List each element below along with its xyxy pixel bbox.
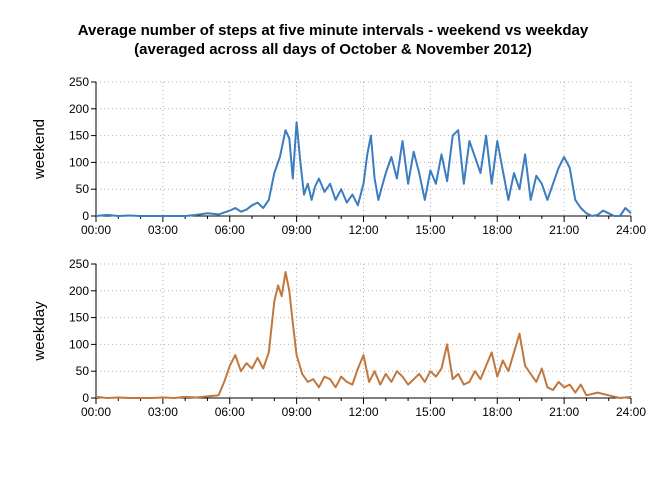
x-tick-label: 15:00 xyxy=(415,223,445,237)
x-tick-label: 03:00 xyxy=(148,223,178,237)
panel-label-weekend: weekend xyxy=(31,119,48,180)
y-tick-label: 50 xyxy=(76,364,90,378)
x-tick-label: 06:00 xyxy=(215,405,245,419)
x-tick-label: 12:00 xyxy=(348,405,378,419)
x-tick-label: 18:00 xyxy=(482,223,512,237)
y-tick-label: 100 xyxy=(69,155,89,169)
y-tick-label: 50 xyxy=(76,182,90,196)
x-tick-label: 21:00 xyxy=(549,223,579,237)
y-tick-label: 200 xyxy=(69,284,89,298)
x-tick-label: 00:00 xyxy=(81,223,111,237)
chart-subtitle: (averaged across all days of October & N… xyxy=(134,41,532,58)
y-tick-label: 100 xyxy=(69,337,89,351)
y-tick-label: 150 xyxy=(69,311,89,325)
y-tick-label: 200 xyxy=(69,102,89,116)
x-tick-label: 06:00 xyxy=(215,223,245,237)
x-tick-label: 24:00 xyxy=(616,223,646,237)
x-tick-label: 09:00 xyxy=(282,405,312,419)
series-line-weekend xyxy=(95,121,632,217)
x-tick-label: 15:00 xyxy=(415,405,445,419)
x-tick-label: 12:00 xyxy=(348,223,378,237)
y-tick-label: 0 xyxy=(82,391,89,405)
y-tick-label: 250 xyxy=(69,75,89,89)
panel-weekday: 0 50 100 150 200 250 00:00 03:00 06:00 09:00 12:00… xyxy=(31,257,646,419)
x-tick-label: 03:00 xyxy=(148,405,178,419)
panel-label-weekday: weekday xyxy=(31,301,48,362)
y-tick-label: 150 xyxy=(69,129,89,143)
chart-title: Average number of steps at five minute i… xyxy=(78,22,589,39)
y-tick-label: 0 xyxy=(82,209,89,223)
panel-weekend: 0 50 100 150 200 250 00:00 03:00 06:00 09:00 12:00… xyxy=(31,75,646,237)
y-tick-label: 250 xyxy=(69,257,89,271)
series-line-weekday xyxy=(95,271,632,399)
x-tick-label: 21:00 xyxy=(549,405,579,419)
x-tick-label: 09:00 xyxy=(282,223,312,237)
chart-panels: 0 50 100 150 200 250 00:00 03:00 06:00 09:00 12:00… xyxy=(31,75,646,419)
x-tick-label: 00:00 xyxy=(81,405,111,419)
x-tick-label: 18:00 xyxy=(482,405,512,419)
x-tick-label: 24:00 xyxy=(616,405,646,419)
